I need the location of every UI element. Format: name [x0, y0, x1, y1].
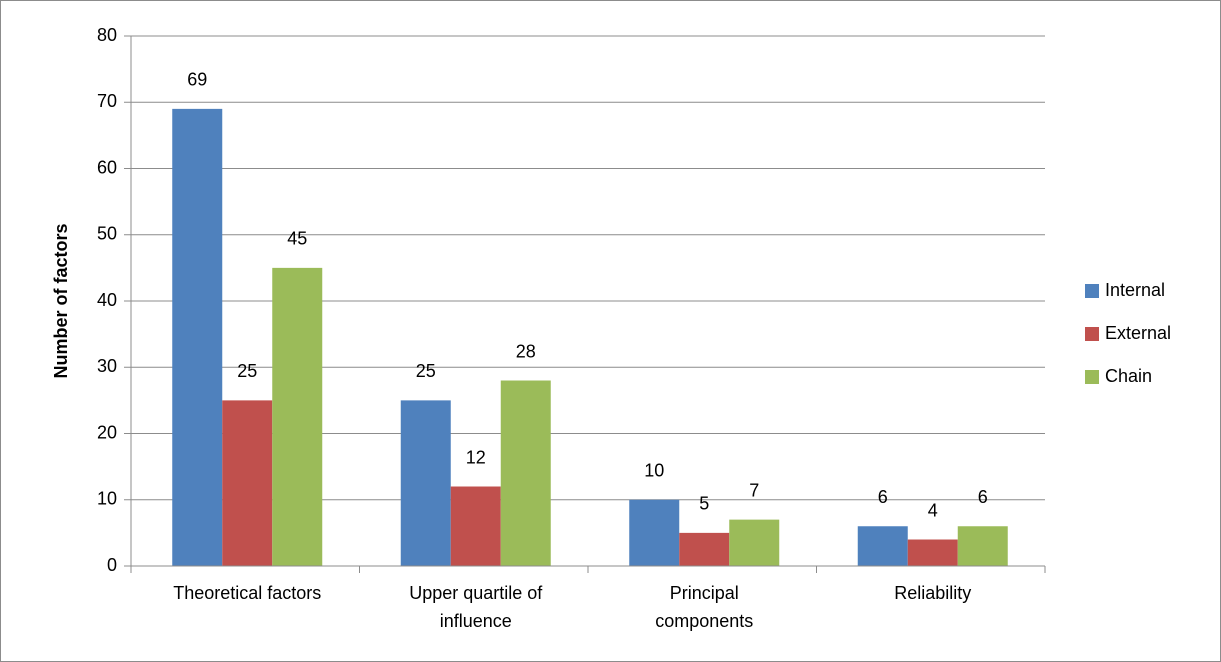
y-tick-label: 80	[97, 25, 117, 45]
y-tick-label: 10	[97, 489, 117, 509]
y-tick-label: 20	[97, 422, 117, 442]
bar	[907, 539, 958, 566]
data-label: 6	[978, 487, 988, 507]
data-label: 10	[644, 461, 664, 481]
data-label: 4	[928, 500, 938, 520]
data-label: 45	[287, 229, 307, 249]
data-label: 7	[749, 480, 759, 500]
bar	[729, 519, 780, 566]
legend-swatch	[1085, 327, 1099, 341]
data-label: 25	[416, 361, 436, 381]
bar	[500, 380, 551, 566]
x-tick-label: Reliability	[894, 583, 971, 603]
y-tick-label: 60	[97, 157, 117, 177]
data-label: 28	[516, 341, 536, 361]
x-tick-label: Upper quartile of influence	[409, 583, 543, 631]
legend-swatch	[1085, 370, 1099, 384]
x-tick-label: Principal components	[655, 583, 753, 631]
y-tick-label: 30	[97, 356, 117, 376]
bar	[679, 532, 730, 566]
data-label: 12	[466, 447, 486, 467]
y-tick-label: 0	[107, 555, 117, 575]
data-label: 6	[878, 487, 888, 507]
bar	[172, 108, 223, 566]
bar	[450, 486, 501, 566]
data-label: 5	[699, 494, 709, 514]
legend-label: Internal	[1105, 280, 1165, 300]
legend-swatch	[1085, 284, 1099, 298]
bar	[272, 267, 323, 566]
data-label: 69	[187, 70, 207, 90]
y-tick-label: 40	[97, 290, 117, 310]
bar	[957, 526, 1008, 566]
y-tick-label: 70	[97, 91, 117, 111]
legend-label: Chain	[1105, 366, 1152, 386]
legend-label: External	[1105, 323, 1171, 343]
bar	[629, 499, 680, 566]
x-tick-label: Theoretical factors	[173, 583, 321, 603]
y-axis-title: Number of factors	[51, 223, 71, 378]
data-label: 25	[237, 361, 257, 381]
bar	[857, 526, 908, 566]
y-tick-label: 50	[97, 224, 117, 244]
bar	[400, 400, 451, 566]
bar	[222, 400, 273, 566]
